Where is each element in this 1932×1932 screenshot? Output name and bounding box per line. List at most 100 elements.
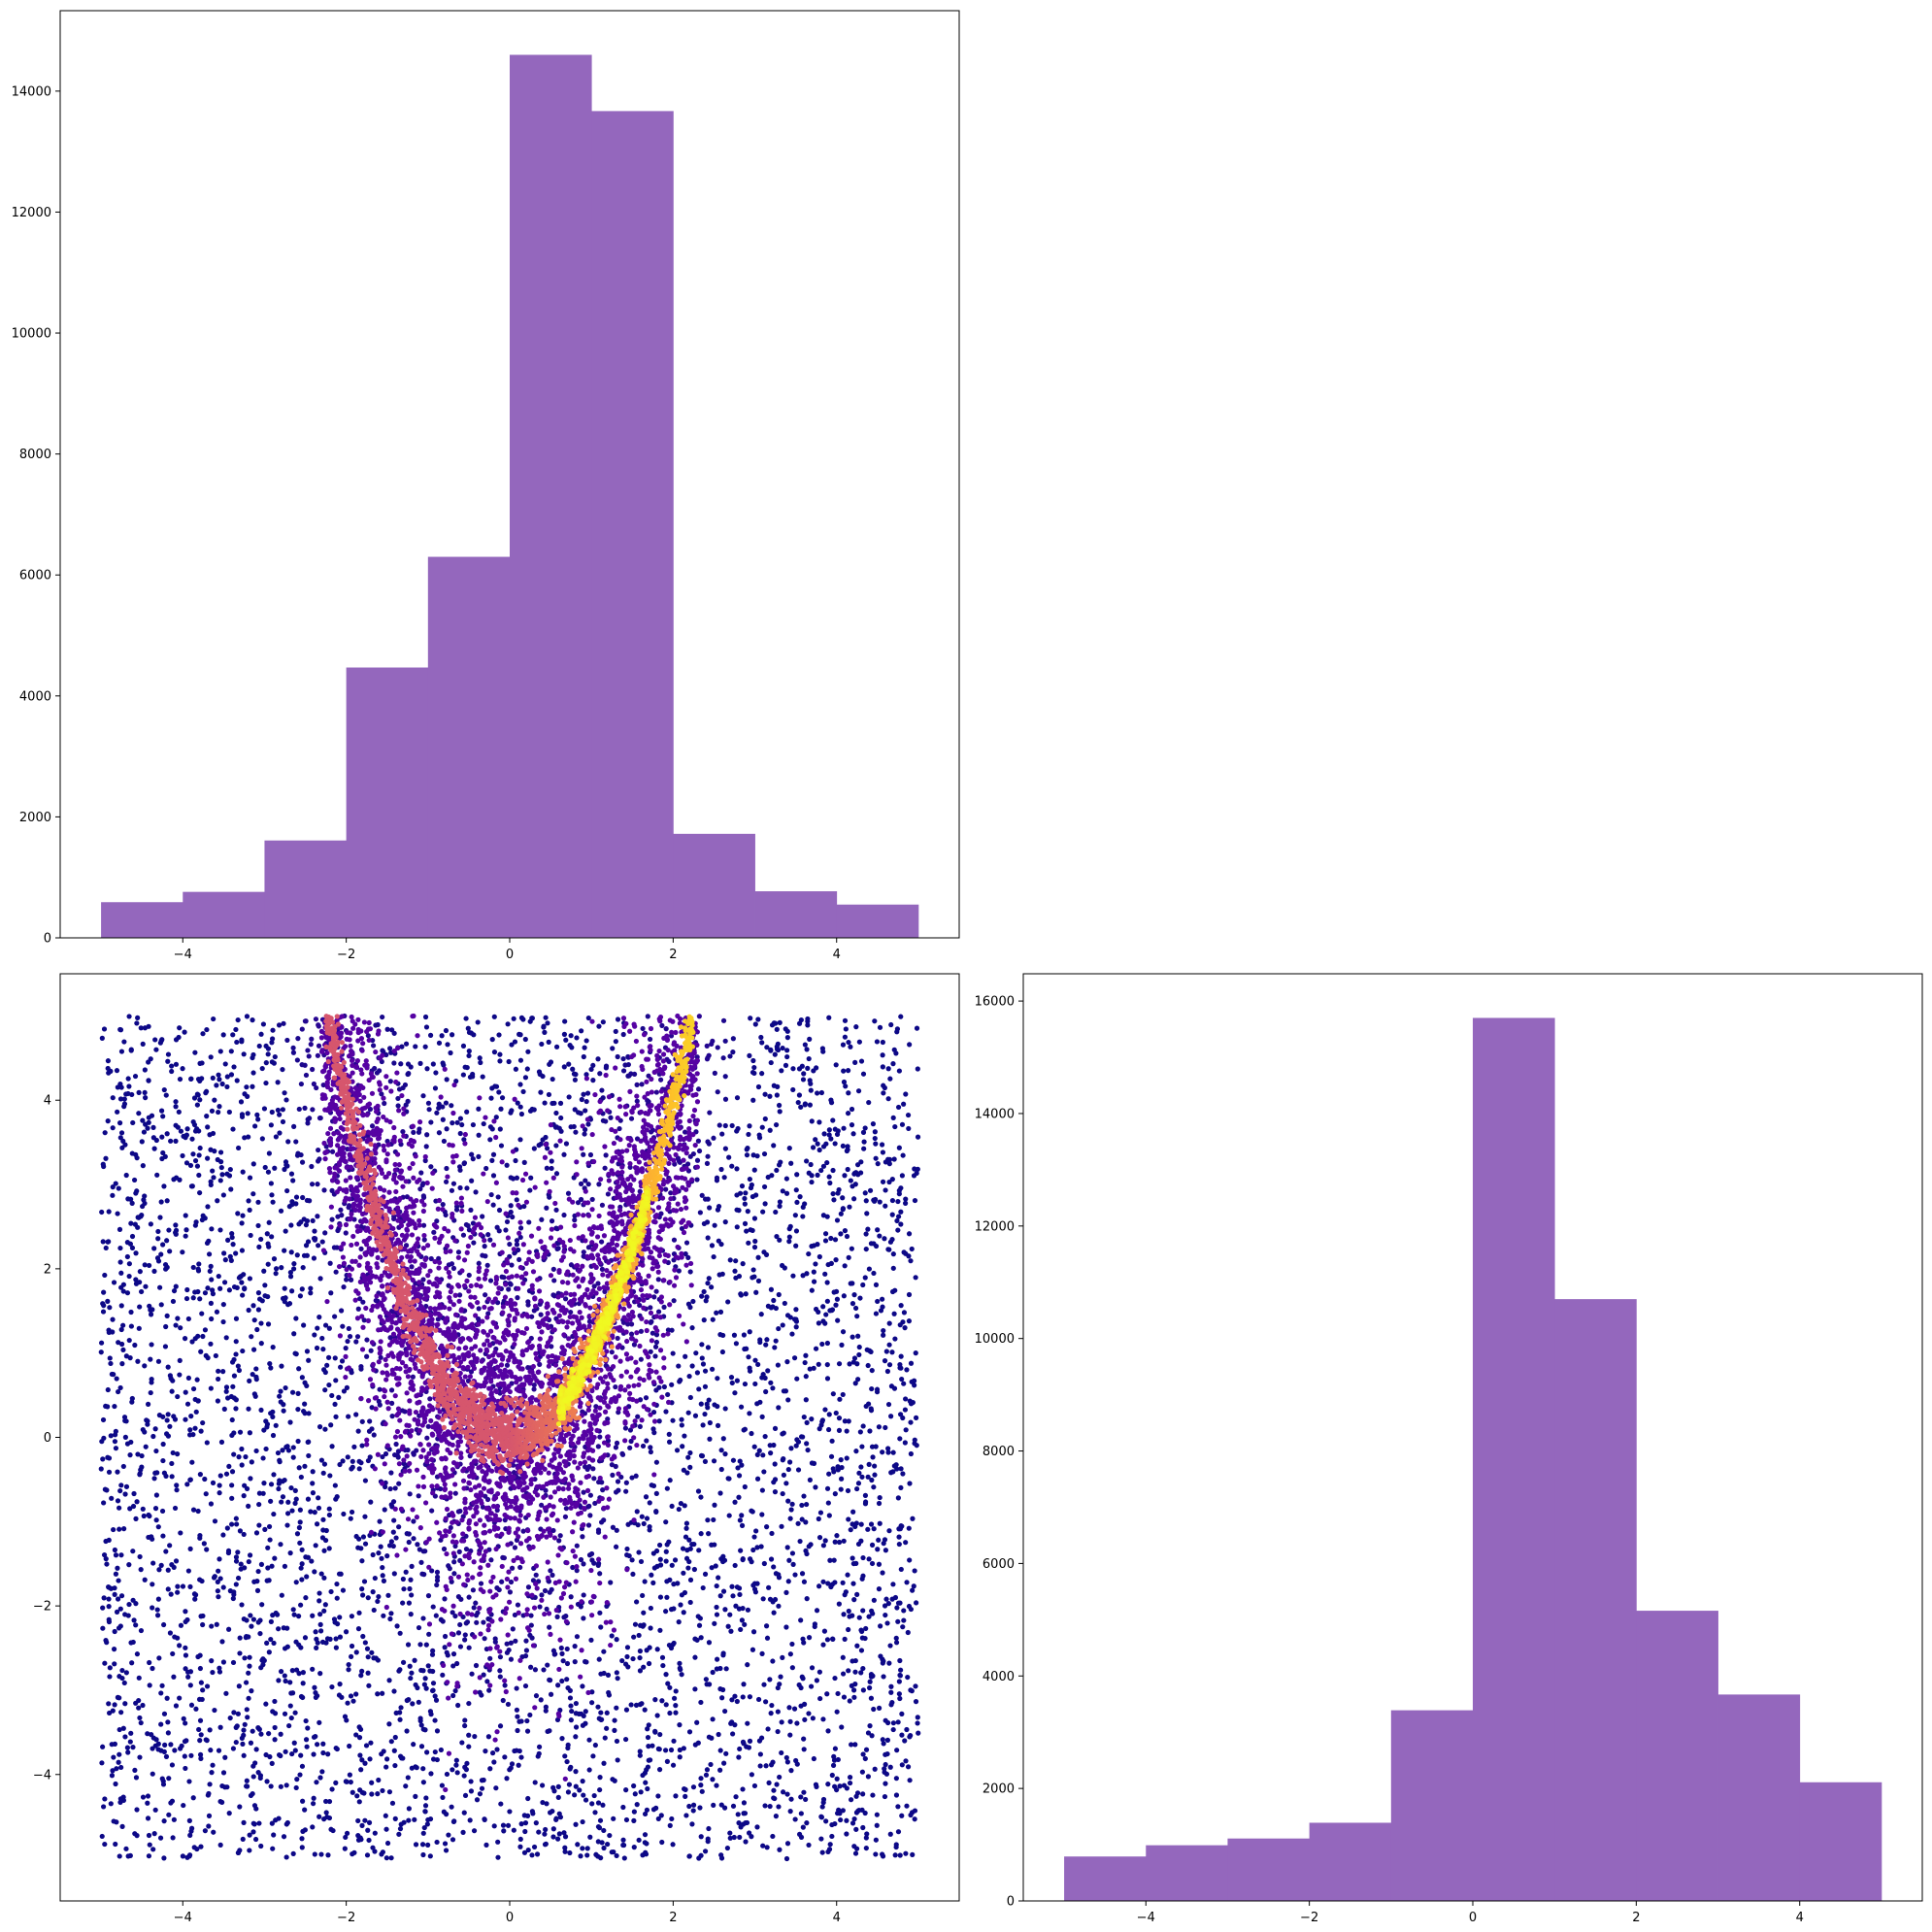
scatter-point: [595, 1444, 601, 1449]
scatter-point: [110, 1192, 116, 1198]
scatter-point: [293, 1316, 299, 1321]
scatter-point: [105, 1118, 111, 1124]
scatter-point: [580, 1846, 585, 1851]
scatter-point: [177, 1076, 183, 1083]
scatter-point: [753, 1289, 759, 1295]
scatter-point: [364, 1353, 370, 1359]
scatter-point: [110, 1095, 116, 1101]
scatter-point: [787, 1459, 793, 1465]
scatter-point: [112, 1585, 117, 1591]
scatter-point: [615, 1016, 621, 1022]
scatter-point: [895, 1104, 902, 1111]
scatter-point: [370, 1551, 376, 1558]
scatter-point: [807, 1477, 813, 1482]
scatter-point: [714, 1310, 719, 1316]
scatter-point: [597, 1786, 603, 1793]
scatter-point: [863, 1403, 869, 1410]
scatter-point: [613, 1028, 618, 1035]
scatter-point: [105, 1058, 112, 1064]
scatter-point: [169, 1063, 175, 1069]
scatter-point: [604, 1725, 610, 1731]
scatter-point: [783, 1190, 790, 1196]
scatter-point: [270, 1027, 276, 1033]
scatter-point: [297, 1772, 303, 1778]
scatter-point: [522, 1036, 528, 1043]
scatter-point: [609, 1633, 615, 1639]
scatter-point: [418, 1744, 425, 1749]
scatter-point: [461, 1160, 467, 1167]
scatter-point: [460, 1829, 466, 1835]
scatter-point: [165, 1586, 171, 1592]
scatter-point: [471, 1605, 477, 1611]
scatter-point: [650, 1580, 656, 1585]
scatter-point: [714, 1782, 719, 1788]
scatter-point: [120, 1725, 126, 1731]
scatter-point: [581, 1053, 586, 1060]
scatter-point: [518, 1754, 524, 1760]
scatter-point: [831, 1557, 837, 1563]
scatter-point: [578, 1556, 584, 1563]
scatter-point: [197, 1060, 203, 1066]
scatter-point: [911, 1583, 916, 1589]
scatter-point: [353, 1691, 359, 1697]
scatter-point: [669, 1562, 675, 1568]
scatter-point: [819, 1418, 825, 1425]
scatter-point: [143, 1444, 149, 1449]
scatter-point: [550, 1076, 555, 1083]
scatter-point: [185, 1568, 191, 1574]
scatter-point: [544, 1606, 550, 1613]
scatter-point: [443, 1848, 450, 1853]
scatter-point: [185, 1674, 191, 1680]
scatter-point: [138, 1467, 144, 1473]
scatter-point: [312, 1851, 317, 1857]
hist-x-xtick-label: 2: [669, 948, 677, 962]
scatter-point: [398, 1821, 404, 1827]
scatter-point: [115, 1109, 120, 1115]
scatter-point: [640, 1025, 646, 1032]
scatter-point: [133, 1775, 140, 1781]
scatter-point: [302, 1807, 308, 1813]
scatter-point: [173, 1037, 180, 1043]
scatter-point: [117, 1853, 122, 1859]
scatter-point: [277, 1457, 283, 1463]
scatter-point: [733, 1794, 739, 1800]
scatter-point: [263, 1751, 269, 1758]
scatter-point: [120, 1288, 126, 1294]
scatter-point: [904, 1367, 910, 1373]
scatter-point: [888, 1683, 894, 1689]
scatter-point: [880, 1064, 885, 1070]
scatter-point: [121, 1415, 128, 1420]
scatter-point: [742, 1483, 748, 1490]
scatter-point: [505, 1822, 512, 1828]
scatter-point: [173, 1230, 179, 1236]
scatter-point: [568, 1033, 574, 1039]
scatter-point: [301, 1216, 307, 1222]
scatter-point: [303, 1717, 309, 1724]
scatter-point: [220, 1532, 226, 1538]
scatter-point: [580, 1534, 585, 1540]
scatter-point: [466, 1700, 472, 1707]
scatter-point: [185, 1375, 192, 1382]
scatter-point: [311, 1255, 317, 1261]
scatter-point: [842, 1636, 848, 1642]
scatter-point: [294, 1777, 300, 1782]
scatter-point: [860, 1751, 866, 1757]
scatter-point: [747, 1052, 752, 1058]
scatter-point: [293, 1784, 299, 1791]
scatter-point: [884, 1368, 890, 1375]
scatter-point: [880, 1296, 885, 1302]
scatter-point: [871, 1526, 877, 1532]
scatter-point: [747, 1830, 752, 1836]
scatter-point: [316, 1156, 322, 1162]
scatter-point: [322, 1230, 328, 1236]
scatter-point: [800, 1214, 806, 1219]
scatter-point: [467, 1817, 473, 1823]
scatter-point: [229, 1416, 235, 1423]
scatter-point: [167, 1249, 173, 1254]
scatter-point: [137, 1304, 143, 1310]
scatter-point: [583, 1797, 589, 1803]
scatter-point: [106, 1710, 113, 1716]
scatter-point: [581, 1091, 586, 1097]
scatter-point: [862, 1275, 868, 1281]
